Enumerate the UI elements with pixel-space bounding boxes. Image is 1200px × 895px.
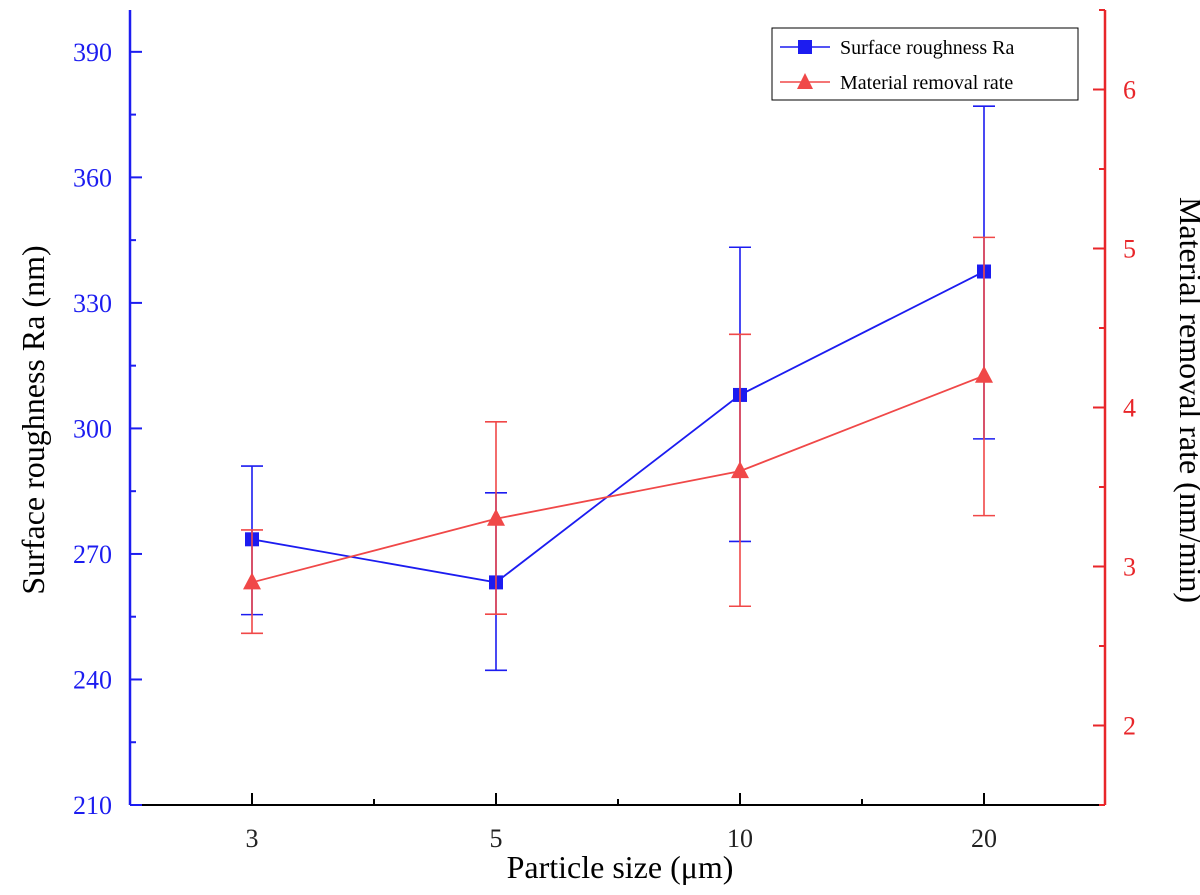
series-removal-rate bbox=[241, 236, 995, 635]
series-layer bbox=[241, 105, 995, 672]
legend-box bbox=[771, 27, 1079, 101]
y-left-axis-title: Surface roughness Ra (nm) bbox=[15, 245, 51, 594]
legend-label-removal: Material removal rate bbox=[840, 72, 1013, 94]
legend-label-roughness: Surface roughness Ra bbox=[840, 37, 1015, 59]
y-left-tick-label: 270 bbox=[73, 540, 112, 569]
data-point-triangle bbox=[975, 365, 993, 383]
data-point-triangle bbox=[243, 572, 261, 590]
series-line bbox=[251, 270, 985, 584]
legend: Surface roughness Ra Material removal ra… bbox=[771, 27, 1079, 101]
y-left-tick-label: 330 bbox=[73, 289, 112, 318]
legend-marker-removal bbox=[797, 73, 813, 89]
y-right-axis-title: Material removal rate (nm/min) bbox=[1173, 197, 1200, 603]
series-line bbox=[251, 374, 985, 584]
y-left-tick-label: 360 bbox=[73, 163, 112, 192]
x-tick-label: 3 bbox=[246, 824, 259, 853]
y-right-tick-label: 6 bbox=[1123, 76, 1136, 105]
y-right-tick-label: 4 bbox=[1123, 394, 1136, 423]
x-tick-label: 5 bbox=[490, 824, 503, 853]
y-right-tick-label: 5 bbox=[1123, 235, 1136, 264]
series-roughness bbox=[241, 105, 995, 672]
y-left-tick-label: 300 bbox=[73, 414, 112, 443]
axes: 210 240 270 300 330 360 390 2 3 4 5 6 3 5 10 20 bbox=[73, 9, 1136, 853]
x-tick-label: 10 bbox=[727, 824, 753, 853]
y-left-tick-label: 210 bbox=[73, 791, 112, 820]
y-right-tick-label: 3 bbox=[1123, 553, 1136, 582]
x-tick-label: 20 bbox=[971, 824, 997, 853]
x-axis-title: Particle size (μm) bbox=[507, 849, 734, 885]
data-point-triangle bbox=[487, 508, 505, 526]
y-left-tick-label: 390 bbox=[73, 38, 112, 67]
y-left-tick-label: 240 bbox=[73, 665, 112, 694]
data-point-triangle bbox=[731, 461, 749, 479]
legend-marker-roughness bbox=[798, 40, 812, 54]
y-right-tick-label: 2 bbox=[1123, 712, 1136, 741]
